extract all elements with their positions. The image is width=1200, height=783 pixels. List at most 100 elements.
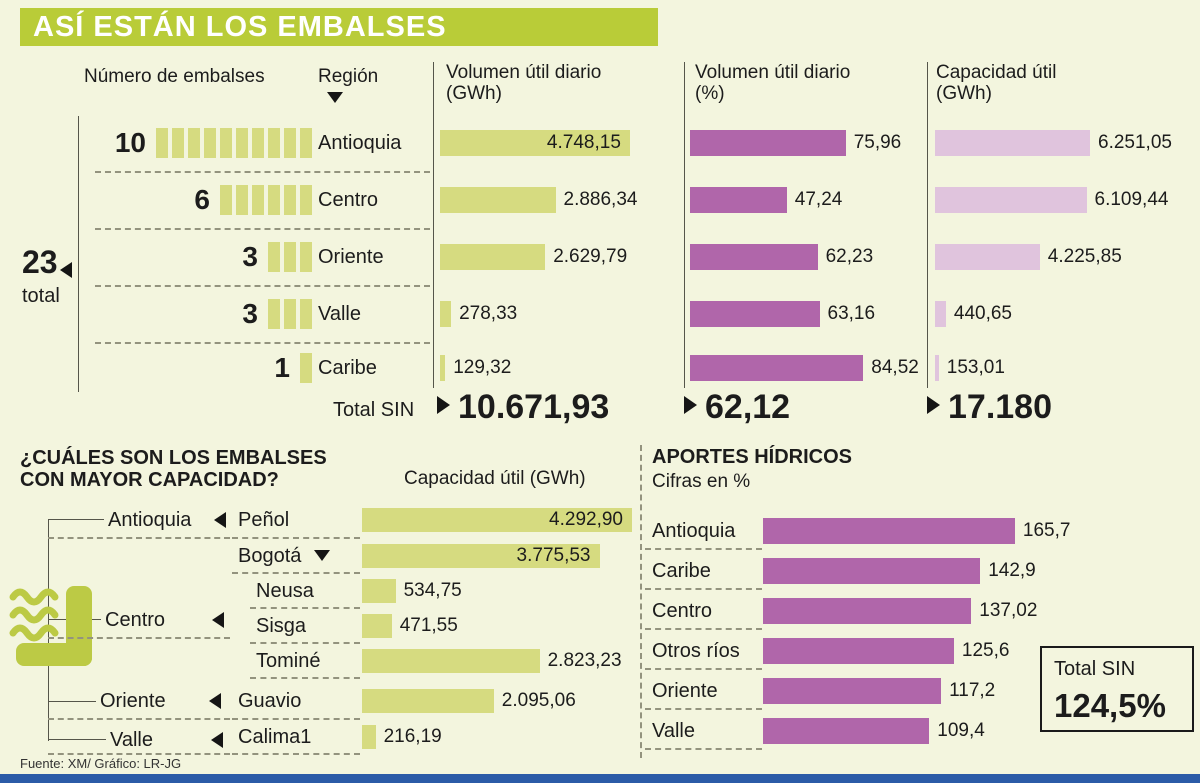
aportes-bar-row: 125,6	[763, 638, 1009, 664]
aportes-label: Otros ríos	[652, 640, 740, 662]
vol-pct-bar-row: 62,23	[690, 244, 873, 270]
page-title: ASÍ ESTÁN LOS EMBALSES	[33, 10, 447, 43]
embalse-count: 10	[114, 127, 146, 158]
vol-gwh-bar	[440, 244, 546, 270]
cap-bar-row: 6.251,05	[935, 130, 1172, 156]
leader-dash	[645, 708, 762, 710]
leader-dash	[250, 642, 360, 644]
cap-bar	[935, 130, 1090, 156]
vol-pct-bar	[690, 130, 846, 156]
embalse-count-row: 6	[80, 184, 312, 215]
vol-pct-value: 62,23	[825, 246, 874, 267]
region-label: Valle	[318, 303, 361, 325]
tally-unit-icon	[284, 242, 296, 272]
vol-gwh-bar-row: 4.748,15	[440, 130, 630, 156]
leader-dash	[48, 753, 230, 755]
leader-dash	[48, 718, 230, 720]
vol-pct-bar-row: 47,24	[690, 187, 842, 213]
leader-dash	[232, 753, 360, 755]
capacity-title-line1: ¿CUÁLES SON LOS EMBALSES	[20, 447, 327, 469]
tally-unit-icon	[284, 185, 296, 215]
aportes-value: 137,02	[979, 600, 1038, 621]
aportes-bar-row: 142,9	[763, 558, 1036, 584]
vol-gwh-bar-row: 278,33	[440, 301, 517, 327]
total-cap: 17.180	[948, 388, 1052, 426]
tally-unit-icon	[156, 128, 168, 158]
vol-pct-value: 47,24	[794, 189, 843, 210]
tally-unit-icon	[204, 128, 216, 158]
total-count: 23	[22, 244, 58, 280]
aportes-bar	[763, 558, 981, 584]
capacity-bar-row: 2.823,23	[362, 649, 622, 673]
vol-pct-bar-row: 63,16	[690, 301, 875, 327]
embalse-count-row: 3	[80, 241, 312, 272]
capacity-value: 534,75	[403, 580, 462, 601]
reservoir-name: Sisga	[256, 615, 307, 637]
column-divider	[433, 62, 434, 388]
tally-unit-icon	[300, 185, 312, 215]
embalse-count: 1	[274, 352, 290, 383]
cap-value: 6.109,44	[1094, 189, 1169, 210]
aportes-label: Centro	[652, 600, 713, 622]
tally-unit-icon	[300, 353, 312, 383]
vol-gwh-bar: 4.748,15	[440, 130, 630, 156]
leader-dash	[645, 628, 762, 630]
vol-gwh-bar-row: 2.886,34	[440, 187, 637, 213]
embalse-count: 3	[242, 241, 258, 272]
tally-unit-icon	[284, 299, 296, 329]
aportes-bar	[763, 718, 930, 744]
embalse-tally	[300, 353, 312, 383]
leader-dash	[645, 588, 762, 590]
total-count-label: total	[22, 285, 60, 307]
leader-dash	[645, 548, 762, 550]
region-label: Caribe	[318, 357, 377, 379]
sort-down-icon	[314, 550, 330, 561]
row-divider	[95, 228, 430, 230]
cap-bar	[935, 244, 1040, 270]
vol-gwh-bar-row: 2.629,79	[440, 244, 627, 270]
aportes-label: Valle	[652, 720, 695, 742]
tally-unit-icon	[252, 128, 264, 158]
vol-gwh-value: 278,33	[459, 303, 518, 324]
capacity-bar-row: 471,55	[362, 614, 458, 638]
aportes-label: Antioquia	[652, 520, 736, 542]
leader-dash	[48, 637, 230, 639]
pointer-left-icon	[60, 262, 72, 278]
vol-gwh-bar-row: 129,32	[440, 355, 511, 381]
embalse-count-row: 3	[80, 298, 312, 329]
tally-unit-icon	[268, 128, 280, 158]
vol-pct-value: 75,96	[853, 132, 902, 153]
capacity-value: 2.095,06	[501, 690, 576, 711]
cap-bar	[935, 301, 946, 327]
vol-gwh-bar	[440, 187, 556, 213]
tally-unit-icon	[284, 128, 296, 158]
tree-line	[48, 739, 106, 740]
vol-gwh-bar	[440, 301, 452, 327]
aportes-value: 125,6	[961, 640, 1010, 661]
tree-line	[48, 519, 104, 520]
sort-down-icon	[327, 92, 343, 103]
tally-unit-icon	[268, 299, 280, 329]
embalse-tally	[156, 128, 312, 158]
aportes-value: 117,2	[949, 680, 996, 701]
leader-dash	[232, 572, 360, 574]
tally-unit-icon	[300, 242, 312, 272]
cap-bar-row: 153,01	[935, 355, 1005, 381]
tally-unit-icon	[300, 299, 312, 329]
vol-pct-bar	[690, 244, 818, 270]
capacity-value: 3.775,53	[516, 545, 591, 566]
capacity-bar-row: 216,19	[362, 725, 442, 749]
capacity-bar	[362, 689, 494, 713]
capacity-region-label: Antioquia	[108, 509, 192, 531]
leader-dash	[250, 607, 360, 609]
aportes-bar-row: 137,02	[763, 598, 1037, 624]
vol-gwh-value: 4.748,15	[546, 132, 621, 153]
embalse-count-row: 1	[80, 352, 312, 383]
aportes-value: 165,7	[1022, 520, 1071, 541]
total-sin-box-label: Total SIN	[1054, 658, 1136, 680]
row-divider	[95, 342, 430, 344]
pointer-left-icon	[211, 732, 223, 748]
total-sin-box-value: 124,5%	[1054, 687, 1166, 724]
vol-pct-bar	[690, 355, 864, 381]
embalse-tally	[220, 185, 312, 215]
